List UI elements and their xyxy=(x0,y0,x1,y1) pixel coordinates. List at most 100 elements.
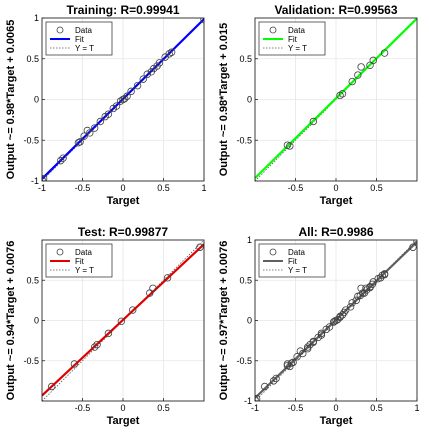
data-point xyxy=(299,349,307,358)
y-tick-label: -0.5 xyxy=(23,356,39,366)
legend-entry: Data xyxy=(75,248,92,257)
data-point xyxy=(123,92,131,100)
data-point xyxy=(155,59,164,67)
data-point xyxy=(149,284,157,292)
y-tick-label: 1 xyxy=(34,13,39,23)
chart-panel-3: -0.5 0 0.5 -0.5 0 0.5 Test: R=0.99877 Target Out… xyxy=(5,225,205,427)
data-point xyxy=(74,138,83,147)
data-point xyxy=(139,75,147,83)
data-point xyxy=(296,347,305,355)
y-tick-label: -1 xyxy=(244,396,252,406)
x-tick-label: -0.5 xyxy=(288,403,304,413)
axes-box xyxy=(254,239,418,402)
data-point xyxy=(96,117,105,126)
x-tick-label: -0.5 xyxy=(75,403,91,413)
legend-entry: Y = T xyxy=(288,44,307,53)
data-point xyxy=(117,317,126,326)
x-tick-label: 0 xyxy=(120,403,125,413)
y-tick-label: 0.5 xyxy=(26,54,39,64)
data-point xyxy=(127,87,135,96)
y-tick-label: 0 xyxy=(34,316,39,326)
data-point xyxy=(348,299,356,307)
data-point xyxy=(354,71,362,79)
data-point xyxy=(380,270,389,279)
data-point xyxy=(116,97,125,105)
data-point xyxy=(70,360,79,368)
data-point xyxy=(104,110,113,118)
y-tick-label: 0.5 xyxy=(239,275,252,285)
x-axis-label: Target xyxy=(320,195,353,207)
data-point xyxy=(409,243,417,251)
x-tick-label: 0.5 xyxy=(157,403,170,413)
data-point xyxy=(338,90,347,98)
x-tick-label: -1 xyxy=(251,403,259,413)
x-tick-label: 0.5 xyxy=(157,183,170,193)
legend-entry: Y = T xyxy=(75,44,94,53)
legend-entry: Data xyxy=(75,26,92,35)
y-tick-label: 0.5 xyxy=(26,275,39,285)
data-point xyxy=(48,382,56,391)
x-tick-label: 1 xyxy=(414,403,419,413)
data-point xyxy=(56,156,65,165)
data-point xyxy=(317,329,326,338)
y-tick-label: 0.5 xyxy=(239,54,252,64)
data-point xyxy=(76,138,84,146)
y-axis-label: Output ~= 0.98*Target + 0.0065 xyxy=(5,20,17,180)
data-point xyxy=(133,81,142,90)
data-point xyxy=(362,284,370,292)
data-point xyxy=(287,359,296,367)
x-tick-label: 0.5 xyxy=(370,403,383,413)
data-point xyxy=(283,360,292,368)
x-tick-label: 0 xyxy=(333,183,338,193)
y-tick-label: -0.5 xyxy=(236,356,252,366)
data-point xyxy=(269,377,278,385)
y-axis-label: Output ~= 0.98*Target + 0.015 xyxy=(218,23,230,177)
data-point xyxy=(309,117,318,126)
x-axis-label: Target xyxy=(320,415,353,427)
legend-entry: Y = T xyxy=(75,266,94,275)
y-tick-label: -0.5 xyxy=(23,135,39,145)
legend-entry: Data xyxy=(288,26,305,35)
data-point xyxy=(261,382,269,391)
data-point xyxy=(286,142,294,150)
x-tick-label: -1 xyxy=(38,183,46,193)
data-point xyxy=(289,358,297,367)
data-point xyxy=(59,154,67,162)
legend-data-marker xyxy=(56,26,64,34)
y-axis-label: Output ~= 0.97*Target + 0.0076 xyxy=(218,241,230,401)
data-point xyxy=(336,91,344,100)
y-tick-label: -1 xyxy=(31,176,39,186)
data-point xyxy=(356,291,364,300)
data-point xyxy=(42,174,48,181)
axes-box xyxy=(41,239,205,402)
data-point xyxy=(352,296,360,305)
chart-title: All: R=0.9986 xyxy=(298,225,373,239)
data-point xyxy=(104,329,113,338)
legend-entry: Fit xyxy=(288,257,298,266)
data-point xyxy=(336,312,344,321)
x-tick-label: 1 xyxy=(201,183,206,193)
legend-data-marker xyxy=(269,248,277,256)
data-point xyxy=(340,308,348,317)
legend-entry: Fit xyxy=(288,35,298,44)
data-point xyxy=(255,394,261,401)
legend-data-marker xyxy=(269,26,277,34)
y-tick-label: 0 xyxy=(247,95,252,105)
data-point xyxy=(86,129,94,137)
data-point xyxy=(325,323,334,331)
x-axis-label: Target xyxy=(107,415,140,427)
data-point xyxy=(167,48,176,56)
data-point xyxy=(272,374,280,383)
fit-line xyxy=(255,18,417,179)
x-axis-label: Target xyxy=(107,195,140,207)
data-point xyxy=(90,343,99,351)
data-point xyxy=(357,63,365,71)
data-point xyxy=(346,303,355,311)
chart-title: Validation: R=0.99563 xyxy=(274,3,397,17)
chart-panel-4: -1 -0.5 0 0.5 1 -1 -0.5 0 0.5 1 All: R=0.9986 Targe… xyxy=(218,225,420,427)
legend-entry: Y = T xyxy=(288,266,307,275)
data-point xyxy=(255,395,259,401)
y-tick-label: 1 xyxy=(247,235,252,245)
